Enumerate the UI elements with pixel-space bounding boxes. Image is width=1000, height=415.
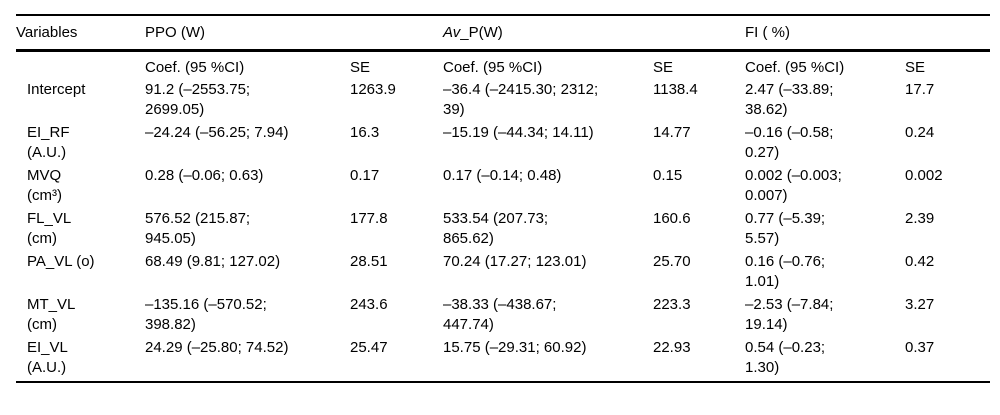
cell-avp-coef: 15.75 (–29.31; 60.92) [443, 339, 587, 356]
cell-ppo-se: 177.8 [350, 210, 388, 227]
cell-fi-se: 0.002 [905, 167, 943, 184]
table-row-pa-vl: PA_VL (o) 68.49 (9.81; 127.02) 28.51 70.… [16, 252, 990, 295]
cell-ppo-coef: 24.29 (–25.80; 74.52) [145, 339, 289, 356]
cell-fi-coef: 0.16 (–0.76; 1.01) [745, 253, 826, 290]
cell-ppo-se: 1263.9 [350, 81, 396, 98]
cell-ppo-coef: 576.52 (215.87; 945.05) [145, 210, 251, 247]
cell-variable: EI_RF (A.U.) [27, 124, 70, 161]
cell-ppo-se: 0.17 [350, 167, 380, 184]
cell-avp-se: 22.93 [653, 339, 691, 356]
subheader-fi-se: SE [905, 59, 926, 76]
cell-variable: PA_VL (o) [27, 253, 95, 270]
cell-fi-se: 0.42 [905, 253, 935, 270]
table-row-mt-vl: MT_VL (cm) –135.16 (–570.52; 398.82) 243… [16, 295, 990, 338]
subheader-avp-se: SE [653, 59, 674, 76]
cell-fi-coef: 0.54 (–0.23; 1.30) [745, 339, 826, 376]
cell-avp-coef: –38.33 (–438.67; 447.74) [443, 296, 557, 333]
cell-avp-coef: 533.54 (207.73; 865.62) [443, 210, 549, 247]
cell-avp-coef: –15.19 (–44.34; 14.11) [443, 124, 594, 141]
cell-fi-se: 0.24 [905, 124, 935, 141]
subheader-row: Coef. (95 %CI) SE Coef. (95 %CI) SE Coef… [16, 51, 990, 81]
cell-avp-coef: 0.17 (–0.14; 0.48) [443, 167, 562, 184]
table-row-ei-vl: EI_VL (A.U.) 24.29 (–25.80; 74.52) 25.47… [16, 338, 990, 382]
cell-variable: FL_VL (cm) [27, 210, 72, 247]
column-group-ppo: PPO (W) [145, 15, 443, 52]
table-row-fl-vl: FL_VL (cm) 576.52 (215.87; 945.05) 177.8… [16, 209, 990, 252]
column-group-header-row: Variables PPO (W) Av_P(W) FI ( %) [16, 15, 991, 52]
cell-avp-se: 0.15 [653, 167, 683, 184]
cell-ppo-coef: –24.24 (–56.25; 7.94) [145, 124, 289, 141]
cell-ppo-coef: 68.49 (9.81; 127.02) [145, 253, 281, 270]
cell-avp-se: 160.6 [653, 210, 691, 227]
cell-ppo-se: 28.51 [350, 253, 388, 270]
cell-fi-coef: –2.53 (–7.84; 19.14) [745, 296, 834, 333]
cell-avp-se: 25.70 [653, 253, 691, 270]
column-group-fi: FI ( %) [745, 15, 991, 52]
avp-rest-part: _P(W) [460, 24, 503, 41]
subheader-empty [16, 51, 145, 81]
cell-ppo-se: 25.47 [350, 339, 388, 356]
subheader-ppo-se: SE [350, 59, 371, 76]
subheader-avp-coef: Coef. (95 %CI) [443, 59, 543, 76]
cell-ppo-se: 16.3 [350, 124, 380, 141]
subheader-ppo-coef: Coef. (95 %CI) [145, 59, 245, 76]
table-row-mvq: MVQ (cm³) 0.28 (–0.06; 0.63) 0.17 0.17 (… [16, 166, 990, 209]
table-row-ei-rf: EI_RF (A.U.) –24.24 (–56.25; 7.94) 16.3 … [16, 123, 990, 166]
cell-avp-se: 14.77 [653, 124, 691, 141]
cell-ppo-se: 243.6 [350, 296, 388, 313]
cell-ppo-coef: 0.28 (–0.06; 0.63) [145, 167, 264, 184]
regression-table: Variables PPO (W) Av_P(W) FI ( %) Coef. … [16, 14, 991, 383]
cell-fi-se: 17.7 [905, 81, 935, 98]
avp-italic-part: Av [443, 24, 461, 41]
cell-avp-coef: –36.4 (–2415.30; 2312; 39) [443, 81, 599, 118]
cell-avp-coef: 70.24 (17.27; 123.01) [443, 253, 587, 270]
cell-avp-se: 223.3 [653, 296, 691, 313]
cell-fi-coef: 0.77 (–5.39; 5.57) [745, 210, 826, 247]
cell-variable: Intercept [27, 81, 86, 98]
column-header-variables: Variables [16, 15, 145, 52]
cell-variable: EI_VL (A.U.) [27, 339, 68, 376]
cell-variable: MT_VL (cm) [27, 296, 76, 333]
cell-fi-coef: 2.47 (–33.89; 38.62) [745, 81, 834, 118]
cell-fi-se: 2.39 [905, 210, 935, 227]
cell-fi-coef: –0.16 (–0.58; 0.27) [745, 124, 834, 161]
table-row-intercept: Intercept 91.2 (–2553.75; 2699.05) 1263.… [16, 80, 990, 123]
cell-ppo-coef: –135.16 (–570.52; 398.82) [145, 296, 267, 333]
cell-avp-se: 1138.4 [653, 81, 698, 98]
subheader-fi-coef: Coef. (95 %CI) [745, 59, 845, 76]
column-group-avp: Av_P(W) [443, 15, 746, 52]
cell-variable: MVQ (cm³) [27, 167, 62, 204]
cell-fi-coef: 0.002 (–0.003; 0.007) [745, 167, 842, 204]
cell-ppo-coef: 91.2 (–2553.75; 2699.05) [145, 81, 251, 118]
cell-fi-se: 0.37 [905, 339, 935, 356]
cell-fi-se: 3.27 [905, 296, 935, 313]
